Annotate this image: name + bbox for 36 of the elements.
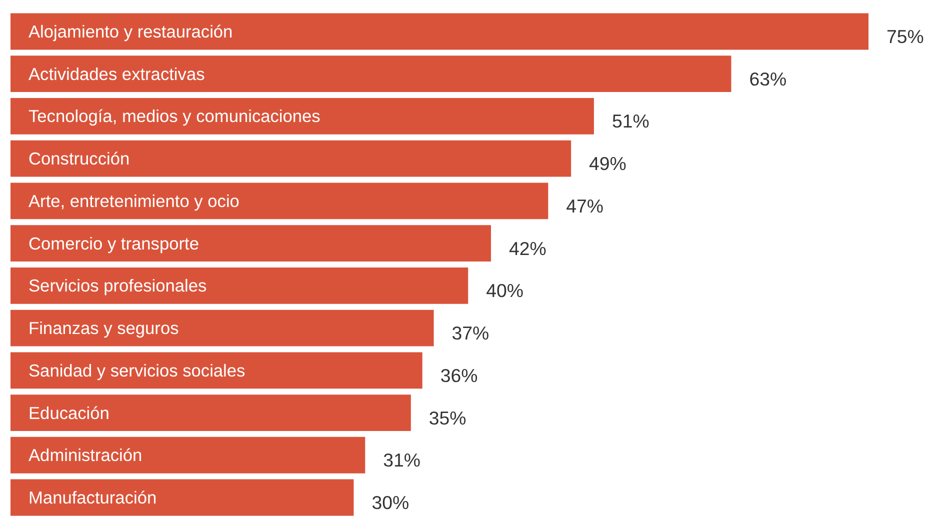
bar <box>10 98 594 134</box>
data-label: 47% <box>566 195 604 216</box>
data-label: 75% <box>886 26 924 47</box>
data-label: 63% <box>749 68 787 90</box>
y-tick-label: Actividades extractivas <box>28 64 206 84</box>
bar <box>10 225 491 262</box>
bar <box>10 56 732 92</box>
data-label: 51% <box>612 110 650 132</box>
bar <box>10 182 548 220</box>
bar <box>10 436 366 474</box>
y-tick-label: Alojamiento y restauración <box>28 21 233 42</box>
data-label: 37% <box>452 322 490 344</box>
y-tick-label: Servicios profesionales <box>28 276 208 296</box>
y-tick-label: Arte, entretenimiento y ocio <box>28 190 240 211</box>
y-tick-label: Administración <box>28 445 142 466</box>
bar <box>10 267 468 304</box>
data-label: 49% <box>589 153 626 174</box>
data-label: 36% <box>440 364 478 386</box>
data-label: 40% <box>486 280 524 302</box>
data-label: 30% <box>372 492 410 514</box>
bar <box>10 352 422 389</box>
data-label: 31% <box>383 450 420 471</box>
y-tick-label: Finanzas y seguros <box>28 318 180 338</box>
bar <box>10 310 434 346</box>
data-label: 42% <box>508 238 546 259</box>
bar <box>10 140 572 177</box>
bar <box>10 479 354 516</box>
data-label: 35% <box>428 407 466 428</box>
y-tick-label: Manufacturación <box>28 488 157 508</box>
y-tick-label: Comercio y transporte <box>28 233 199 254</box>
bar <box>10 13 868 50</box>
y-tick-label: Educación <box>28 402 110 423</box>
y-tick-label: Tecnología, medios y comunicaciones <box>28 106 321 126</box>
y-tick-label: Sanidad y servicios sociales <box>28 360 246 380</box>
bar <box>10 394 411 431</box>
y-tick-label: Construcción <box>28 148 130 169</box>
